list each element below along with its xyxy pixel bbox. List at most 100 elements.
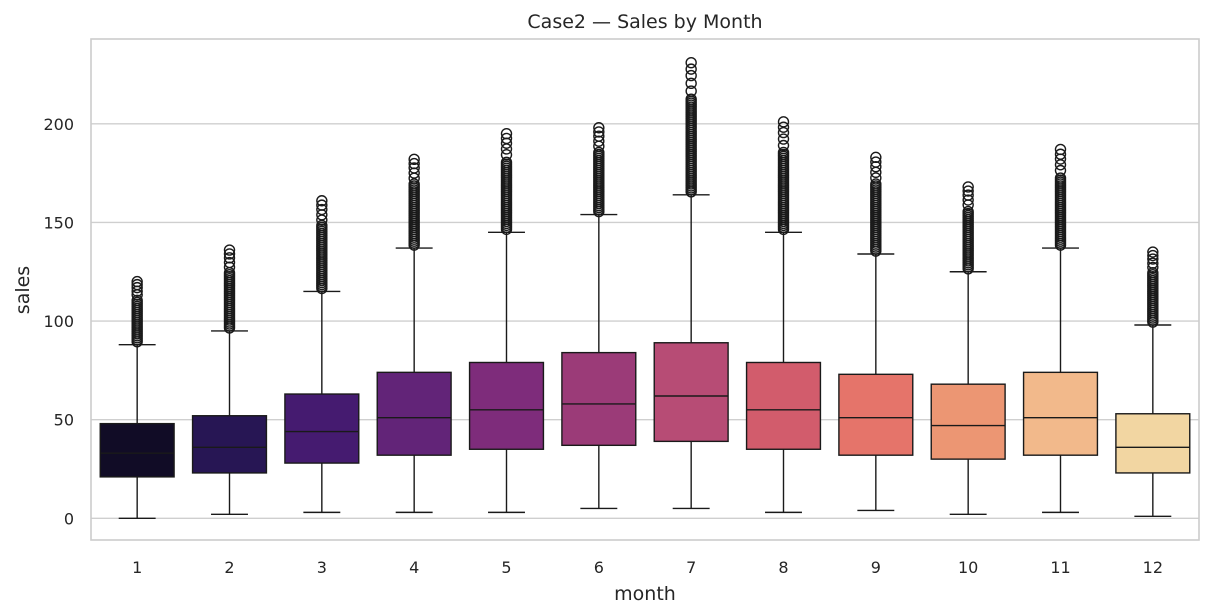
box-month-11: [1022, 143, 1099, 514]
iqr-box: [468, 361, 545, 450]
x-tick-label: 8: [778, 558, 788, 577]
iqr-box: [745, 361, 822, 450]
outlier-point: [223, 256, 236, 269]
outlier-point: [870, 151, 882, 164]
outlier-point: [1147, 257, 1159, 269]
x-tick-label: 10: [958, 558, 978, 577]
x-axis-ticks: 1 2 3 4 5 6 7 8 9 10 11 12: [132, 558, 1163, 577]
outlier-point: [500, 132, 513, 145]
x-tick-label: 6: [594, 558, 604, 577]
outlier-point: [685, 85, 697, 97]
x-tick-label: 2: [224, 558, 234, 577]
outlier-point: [316, 195, 328, 207]
outlier-point: [777, 116, 790, 128]
box-month-2: [191, 244, 268, 516]
outlier-point: [593, 130, 605, 142]
outlier-point: [1147, 253, 1159, 265]
iqr-box: [561, 351, 637, 447]
outlier-point: [408, 178, 420, 190]
iqr-box: [930, 383, 1006, 460]
outlier-point: [1147, 261, 1159, 274]
outlier-point: [593, 146, 605, 159]
y-axis-ticks: 0 50 100 150 200: [43, 115, 74, 528]
iqr-box: [653, 342, 729, 443]
outlier-point: [408, 162, 420, 174]
box-month-10: [930, 181, 1006, 516]
x-tick-label: 11: [1050, 558, 1070, 577]
outlier-point: [593, 122, 605, 134]
outlier-point: [131, 281, 143, 294]
outlier-point: [408, 157, 420, 170]
outlier-point: [500, 156, 513, 168]
iqr-box: [838, 373, 914, 456]
y-tick-label: 200: [43, 115, 74, 134]
boxes: [99, 56, 1191, 520]
outlier-point: [500, 143, 513, 155]
outlier-point: [962, 194, 974, 206]
y-tick-label: 150: [43, 213, 74, 232]
outlier-point: [685, 63, 697, 75]
x-tick-label: 4: [409, 558, 419, 577]
outlier-point: [223, 252, 236, 264]
outlier-point: [1054, 164, 1067, 177]
outlier-point: [500, 127, 513, 140]
x-tick-label: 9: [871, 558, 881, 577]
box-month-3: [284, 195, 360, 514]
outlier-point: [316, 203, 328, 216]
outlier-point: [777, 139, 790, 152]
outlier-point: [870, 178, 882, 190]
outlier-point: [870, 156, 882, 168]
outlier-point: [1054, 172, 1067, 184]
outlier-point: [685, 56, 697, 69]
gridlines: [91, 123, 1199, 520]
outlier-point: [962, 181, 974, 193]
outlier-point: [777, 121, 790, 133]
x-tick-label: 12: [1143, 558, 1163, 577]
outlier-point: [593, 126, 605, 138]
box-month-6: [561, 122, 637, 510]
box-month-4: [376, 153, 452, 514]
x-tick-label: 1: [132, 558, 142, 577]
outlier-point: [685, 93, 697, 105]
iqr-box: [1022, 371, 1099, 456]
outlier-point: [131, 278, 143, 291]
box-month-8: [745, 116, 822, 514]
box-month-12: [1115, 246, 1191, 518]
outlier-point: [777, 146, 790, 159]
outlier-point: [777, 126, 790, 139]
box-month-1: [99, 275, 175, 520]
outlier-point: [685, 69, 697, 82]
outlier-point: [962, 205, 974, 218]
outlier-point: [223, 248, 236, 260]
outlier-point: [500, 149, 513, 161]
y-axis-label: sales: [12, 266, 34, 314]
outlier-point: [131, 294, 143, 307]
y-tick-label: 0: [64, 509, 74, 528]
outlier-point: [593, 135, 605, 147]
outlier-point: [131, 275, 143, 288]
x-tick-label: 5: [501, 558, 511, 577]
outlier-point: [408, 153, 420, 166]
iqr-box: [191, 415, 268, 474]
iqr-box: [99, 422, 175, 478]
outlier-point: [1054, 143, 1067, 156]
outlier-point: [1054, 148, 1067, 160]
outlier-point: [777, 133, 790, 145]
chart-title: Case2 — Sales by Month: [527, 11, 762, 33]
outlier-point: [962, 185, 974, 197]
outlier-point: [1147, 249, 1159, 262]
y-tick-label: 50: [54, 411, 74, 430]
outlier-point: [1147, 246, 1159, 258]
outlier-point: [962, 189, 974, 201]
iqr-box: [284, 393, 360, 464]
outlier-point: [223, 244, 236, 256]
box-month-9: [838, 151, 914, 512]
outlier-point: [316, 199, 328, 211]
x-tick-label: 3: [317, 558, 327, 577]
plot-frame: [90, 38, 1200, 541]
outlier-point: [685, 77, 697, 90]
iqr-box: [376, 371, 452, 456]
outlier-point: [870, 172, 882, 184]
box-month-5: [468, 127, 545, 514]
